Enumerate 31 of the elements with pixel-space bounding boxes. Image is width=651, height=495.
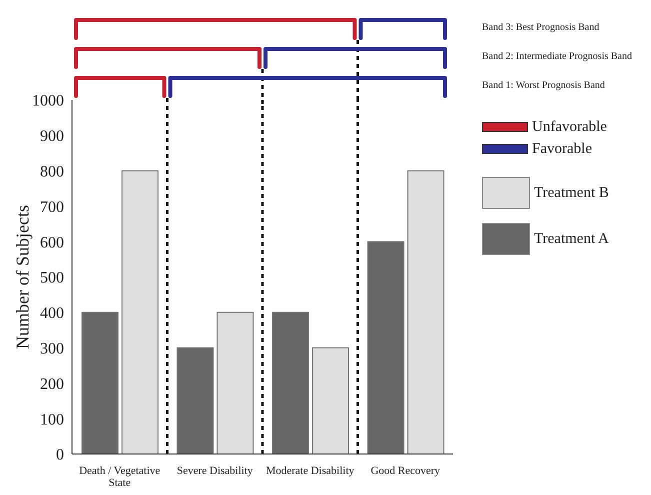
- text: Band 2: Intermediate Prognosis Band: [482, 51, 632, 62]
- y-tick-label: 100: [40, 411, 64, 428]
- bar: [272, 312, 309, 454]
- y-tick-label: 600: [40, 234, 64, 252]
- bar: [216, 312, 254, 454]
- x-tick-label: Severe Disability: [176, 465, 254, 477]
- x-tick-label: Moderate Disability: [266, 465, 355, 477]
- y-tick-label: 1000: [32, 92, 64, 110]
- y-tick-label: 900: [40, 128, 64, 146]
- text: Band 3: Best Prognosis Band: [482, 22, 600, 33]
- legend-label: Treatment B: [534, 184, 609, 202]
- y-tick-label: 200: [40, 376, 64, 393]
- y-tick-label: 300: [40, 340, 64, 358]
- y-axis-title: Number of Subjects: [12, 205, 32, 349]
- bar: [176, 347, 214, 454]
- y-tick-label: 400: [40, 305, 64, 322]
- text: Favorable: [532, 140, 592, 158]
- bar: [122, 170, 158, 454]
- x-tick-label: Good Recovery: [370, 465, 441, 477]
- bar: [407, 170, 444, 454]
- text: Band 1: Worst Prognosis Band: [482, 80, 605, 91]
- bar: [367, 241, 404, 454]
- legend-label: Treatment A: [534, 230, 609, 248]
- y-tick-label: 500: [40, 270, 64, 287]
- x-tick-label: Death / Vegetative State: [79, 465, 160, 489]
- y-tick-label: 700: [40, 198, 64, 216]
- y-tick-label: 0: [56, 446, 64, 464]
- text: Unfavorable: [532, 118, 607, 136]
- bar: [82, 312, 118, 454]
- bar: [312, 347, 349, 454]
- y-tick-label: 800: [40, 163, 64, 180]
